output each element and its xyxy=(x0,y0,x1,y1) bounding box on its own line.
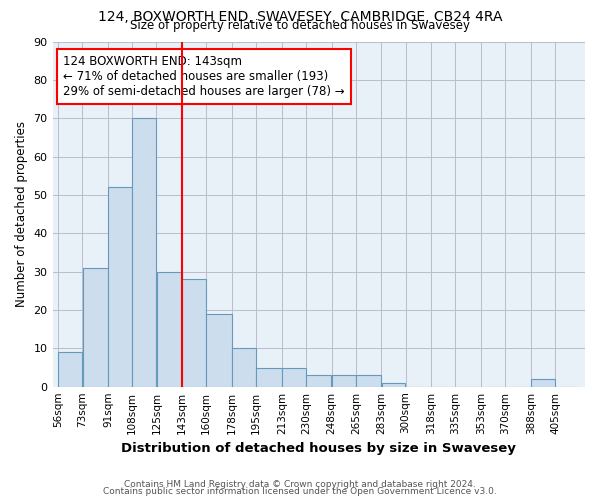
Bar xyxy=(232,348,256,387)
Bar xyxy=(531,379,555,386)
Bar xyxy=(83,268,108,386)
Text: Contains public sector information licensed under the Open Government Licence v3: Contains public sector information licen… xyxy=(103,487,497,496)
Y-axis label: Number of detached properties: Number of detached properties xyxy=(15,121,28,307)
X-axis label: Distribution of detached houses by size in Swavesey: Distribution of detached houses by size … xyxy=(121,442,516,455)
Text: 124, BOXWORTH END, SWAVESEY, CAMBRIDGE, CB24 4RA: 124, BOXWORTH END, SWAVESEY, CAMBRIDGE, … xyxy=(98,10,502,24)
Bar xyxy=(356,375,381,386)
Text: 124 BOXWORTH END: 143sqm
← 71% of detached houses are smaller (193)
29% of semi-: 124 BOXWORTH END: 143sqm ← 71% of detach… xyxy=(63,56,345,98)
Bar xyxy=(332,375,356,386)
Text: Contains HM Land Registry data © Crown copyright and database right 2024.: Contains HM Land Registry data © Crown c… xyxy=(124,480,476,489)
Bar xyxy=(306,375,331,386)
Bar xyxy=(58,352,82,386)
Bar xyxy=(133,118,157,386)
Bar xyxy=(282,368,306,386)
Bar xyxy=(157,272,182,386)
Bar xyxy=(182,280,206,386)
Bar xyxy=(108,187,132,386)
Bar xyxy=(382,383,406,386)
Text: Size of property relative to detached houses in Swavesey: Size of property relative to detached ho… xyxy=(130,19,470,32)
Bar xyxy=(256,368,281,386)
Bar xyxy=(206,314,232,386)
